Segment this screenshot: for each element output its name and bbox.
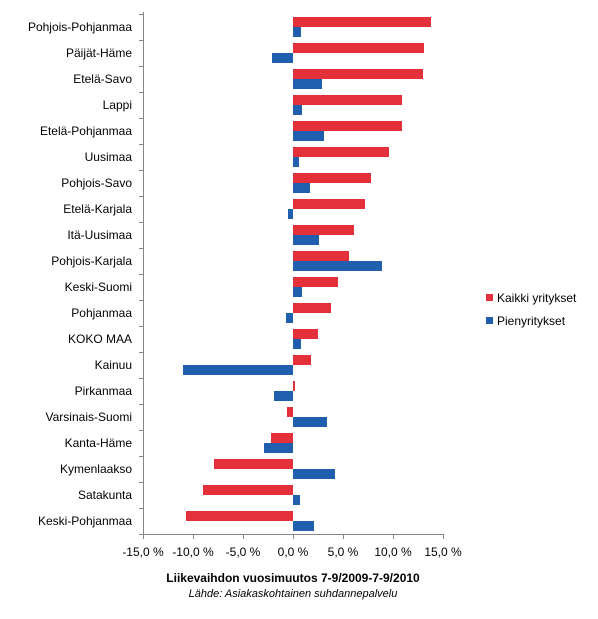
bar-pienyritykset-satakunta (293, 495, 300, 506)
bar-pienyritykset-ita-uusimaa (293, 235, 319, 246)
bar-pienyritykset-keski-pohjanmaa (293, 521, 314, 532)
bar-pienyritykset-kymenlaakso (293, 469, 335, 480)
x-tick-label: 0,0 % (278, 545, 309, 559)
bar-kaikki-yritykset-etela-pohjanmaa (293, 120, 402, 131)
bar-pienyritykset-etela-pohjanmaa (293, 131, 324, 142)
category-label-uusimaa: Uusimaa (85, 150, 133, 164)
x-tick-label: -5,0 % (226, 545, 261, 559)
chart-title: Liikevaihdon vuosimuutos 7-9/2009-7-9/20… (166, 571, 420, 585)
bar-pienyritykset-kainuu (183, 365, 293, 376)
category-label-lappi: Lappi (103, 98, 132, 112)
category-label-etela-karjala: Etelä-Karjala (63, 202, 132, 216)
bar-kaikki-yritykset-pohjois-savo (293, 172, 371, 183)
bar-kaikki-yritykset-etela-karjala (293, 198, 365, 209)
bar-pienyritykset-pohjois-savo (293, 183, 310, 194)
legend: Kaikki yritykset Pienyritykset (486, 291, 577, 328)
chart-subtitle: Lähde: Asiakaskohtainen suhdannepalvelu (189, 588, 398, 600)
category-label-varsinais-suomi: Varsinais-Suomi (46, 410, 132, 424)
category-label-pirkanmaa: Pirkanmaa (75, 384, 133, 398)
bar-kaikki-yritykset-paijat-hame (293, 42, 424, 53)
bar-kaikki-yritykset-ita-uusimaa (293, 224, 354, 235)
category-label-keski-pohjanmaa: Keski-Pohjanmaa (38, 514, 132, 528)
category-label-pohjois-karjala: Pohjois-Karjala (51, 254, 132, 268)
category-label-etela-pohjanmaa: Etelä-Pohjanmaa (40, 124, 132, 138)
bar-pienyritykset-kanta-hame (264, 443, 293, 454)
bar-pienyritykset-pohjois-karjala (293, 261, 382, 272)
bar-pienyritykset-uusimaa (293, 157, 299, 168)
bar-kaikki-yritykset-pohjois-karjala (293, 250, 349, 261)
bar-kaikki-yritykset-varsinais-suomi (287, 406, 293, 417)
category-label-ita-uusimaa: Itä-Uusimaa (67, 228, 132, 242)
bar-pienyritykset-pirkanmaa (274, 391, 293, 402)
legend-label-kaikki-yritykset: Kaikki yritykset (497, 291, 577, 305)
category-label-koko-maa: KOKO MAA (68, 332, 132, 346)
category-label-kainuu: Kainuu (95, 358, 132, 372)
x-tick-label: -15,0 % (122, 545, 164, 559)
bar-kaikki-yritykset-pirkanmaa (293, 380, 295, 391)
bar-pienyritykset-paijat-hame (272, 53, 293, 64)
legend-swatch-pienyritykset (486, 317, 493, 324)
legend-label-pienyritykset: Pienyritykset (497, 314, 566, 328)
category-label-kanta-hame: Kanta-Häme (65, 436, 133, 450)
category-label-keski-suomi: Keski-Suomi (65, 280, 132, 294)
bar-kaikki-yritykset-keski-suomi (293, 276, 338, 287)
bar-kaikki-yritykset-keski-pohjanmaa (186, 510, 293, 521)
bar-kaikki-yritykset-pohjanmaa (293, 302, 331, 313)
bar-pienyritykset-keski-suomi (293, 287, 302, 298)
axes-group (139, 12, 444, 539)
bar-pienyritykset-varsinais-suomi (293, 417, 327, 428)
category-labels: Pohjois-Pohjanmaa Päijät-Häme Etelä-Savo La… (28, 20, 132, 528)
bar-pienyritykset-etela-karjala (288, 209, 293, 220)
bar-kaikki-yritykset-uusimaa (293, 146, 389, 157)
category-label-paijat-hame: Päijät-Häme (66, 46, 132, 60)
bar-pienyritykset-etela-savo (293, 79, 322, 90)
bar-kaikki-yritykset-pohjois-pohjanmaa (293, 16, 431, 27)
bar-kaikki-yritykset-kanta-hame (271, 432, 293, 443)
category-label-pohjois-savo: Pohjois-Savo (61, 176, 132, 190)
x-tick-label: 10,0 % (374, 545, 412, 559)
x-tick-label: -10,0 % (172, 545, 214, 559)
bar-pienyritykset-koko-maa (293, 339, 301, 350)
category-label-satakunta: Satakunta (78, 488, 132, 502)
x-tick-label: 5,0 % (328, 545, 359, 559)
bar-kaikki-yritykset-etela-savo (293, 68, 423, 79)
category-label-kymenlaakso: Kymenlaakso (60, 462, 132, 476)
legend-swatch-kaikki-yritykset (486, 294, 493, 301)
bar-kaikki-yritykset-lappi (293, 94, 402, 105)
bar-kaikki-yritykset-satakunta (203, 484, 293, 495)
bar-pienyritykset-pohjois-pohjanmaa (293, 27, 301, 38)
bar-pienyritykset-lappi (293, 105, 302, 116)
bars-group (183, 16, 431, 532)
x-tick-label: 15,0 % (424, 545, 462, 559)
category-label-pohjanmaa: Pohjanmaa (71, 306, 132, 320)
bar-kaikki-yritykset-koko-maa (293, 328, 318, 339)
category-label-etela-savo: Etelä-Savo (73, 72, 132, 86)
bar-kaikki-yritykset-kainuu (293, 354, 311, 365)
category-label-pohjois-pohjanmaa: Pohjois-Pohjanmaa (28, 20, 132, 34)
x-tick-labels: -15,0 % -10,0 % -5,0 % 0,0 % 5,0 % 10,0 % 15,0… (122, 545, 462, 559)
bar-kaikki-yritykset-kymenlaakso (214, 458, 293, 469)
bar-pienyritykset-pohjanmaa (286, 313, 293, 324)
